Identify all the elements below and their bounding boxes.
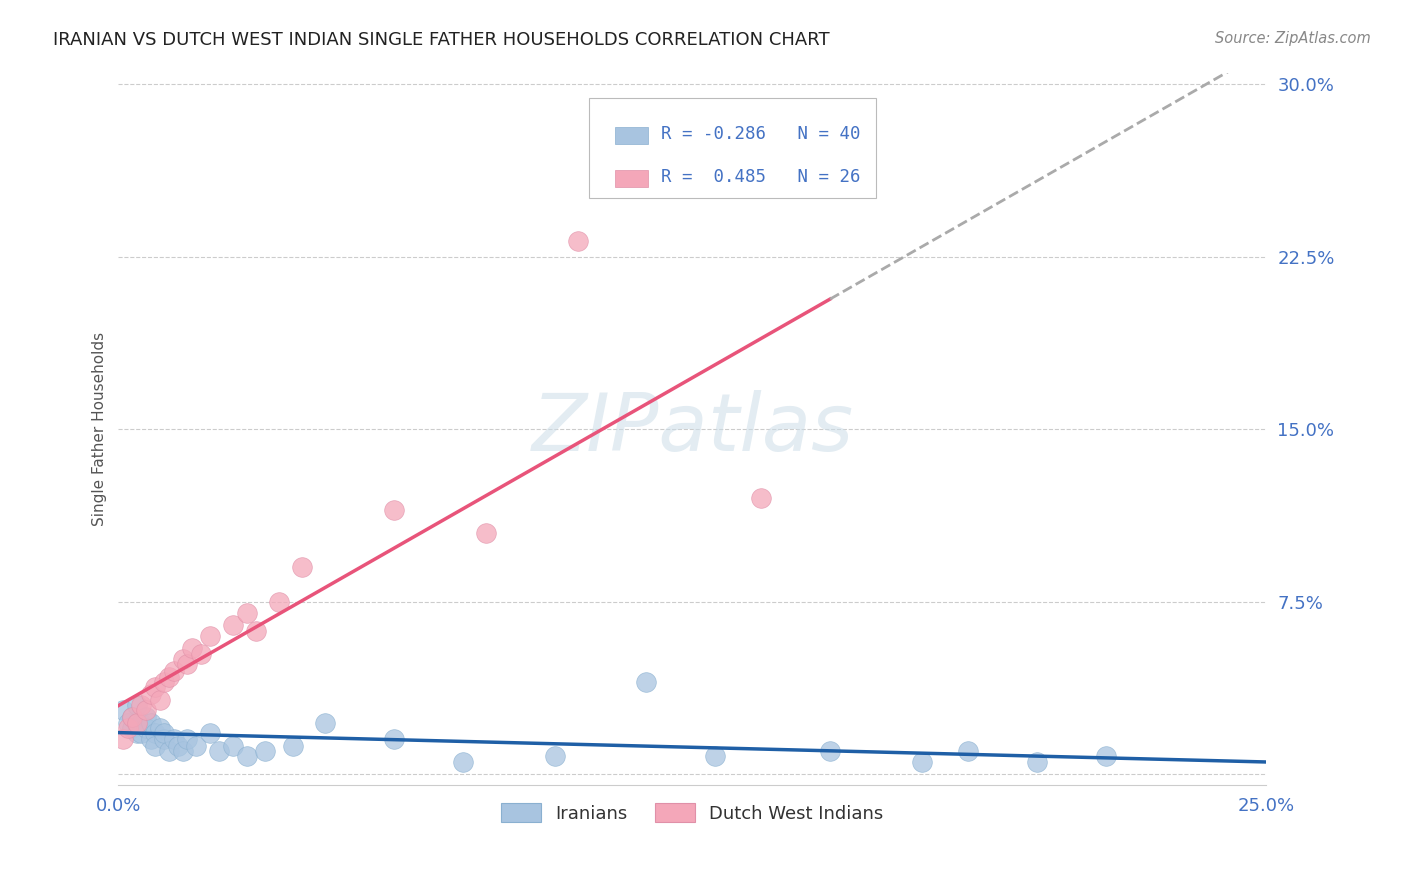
Text: IRANIAN VS DUTCH WEST INDIAN SINGLE FATHER HOUSEHOLDS CORRELATION CHART: IRANIAN VS DUTCH WEST INDIAN SINGLE FATH… xyxy=(53,31,830,49)
Point xyxy=(281,739,304,754)
Point xyxy=(180,640,202,655)
Point xyxy=(125,698,148,712)
Point xyxy=(162,664,184,678)
Point xyxy=(125,716,148,731)
Point xyxy=(200,725,222,739)
Point xyxy=(222,617,245,632)
Point xyxy=(149,693,172,707)
Point xyxy=(117,716,139,731)
Point xyxy=(1025,756,1047,770)
Point xyxy=(153,732,176,747)
Point xyxy=(474,525,496,540)
Point xyxy=(139,686,162,700)
FancyBboxPatch shape xyxy=(589,98,876,198)
Point xyxy=(121,709,143,723)
Point xyxy=(254,744,277,758)
Point xyxy=(162,732,184,747)
Bar xyxy=(616,170,648,187)
Point xyxy=(153,725,176,739)
Point xyxy=(236,748,259,763)
Point xyxy=(222,739,245,754)
Point xyxy=(121,721,143,735)
Bar xyxy=(616,127,648,144)
Point xyxy=(157,670,180,684)
Point xyxy=(176,732,198,747)
Point xyxy=(200,629,222,643)
Point xyxy=(451,756,474,770)
Point xyxy=(149,721,172,735)
Point xyxy=(143,739,166,754)
Point xyxy=(911,756,934,770)
Point xyxy=(818,744,841,758)
Point xyxy=(139,732,162,747)
Point xyxy=(121,709,143,723)
Point xyxy=(112,732,135,747)
Point xyxy=(131,725,153,739)
Point xyxy=(117,721,139,735)
Point xyxy=(172,744,194,758)
Point xyxy=(131,698,153,712)
Point xyxy=(139,716,162,731)
Point xyxy=(1094,748,1116,763)
Legend: Iranians, Dutch West Indians: Iranians, Dutch West Indians xyxy=(494,796,890,830)
Point xyxy=(567,234,589,248)
Point xyxy=(176,657,198,671)
Point xyxy=(704,748,727,763)
Point xyxy=(269,594,291,608)
Point xyxy=(131,716,153,731)
Point xyxy=(245,624,267,639)
Point xyxy=(291,560,314,574)
Point xyxy=(543,748,565,763)
Point xyxy=(172,652,194,666)
Text: R = -0.286   N = 40: R = -0.286 N = 40 xyxy=(661,125,860,143)
Point xyxy=(135,709,157,723)
Point xyxy=(143,725,166,739)
Text: Source: ZipAtlas.com: Source: ZipAtlas.com xyxy=(1215,31,1371,46)
Y-axis label: Single Father Households: Single Father Households xyxy=(93,332,107,526)
Point xyxy=(125,725,148,739)
Point xyxy=(143,680,166,694)
Point xyxy=(382,502,405,516)
Point xyxy=(236,606,259,620)
Point xyxy=(186,739,208,754)
Point xyxy=(190,648,212,662)
Point xyxy=(956,744,979,758)
Point xyxy=(382,732,405,747)
Point xyxy=(636,675,658,690)
Point xyxy=(208,744,231,758)
Text: R =  0.485   N = 26: R = 0.485 N = 26 xyxy=(661,169,860,186)
Point xyxy=(135,703,157,717)
Point xyxy=(153,675,176,690)
Point xyxy=(167,739,190,754)
Point xyxy=(157,744,180,758)
Point xyxy=(314,716,336,731)
Point xyxy=(749,491,772,505)
Point xyxy=(135,721,157,735)
Text: ZIPatlas: ZIPatlas xyxy=(531,390,853,468)
Point xyxy=(112,703,135,717)
